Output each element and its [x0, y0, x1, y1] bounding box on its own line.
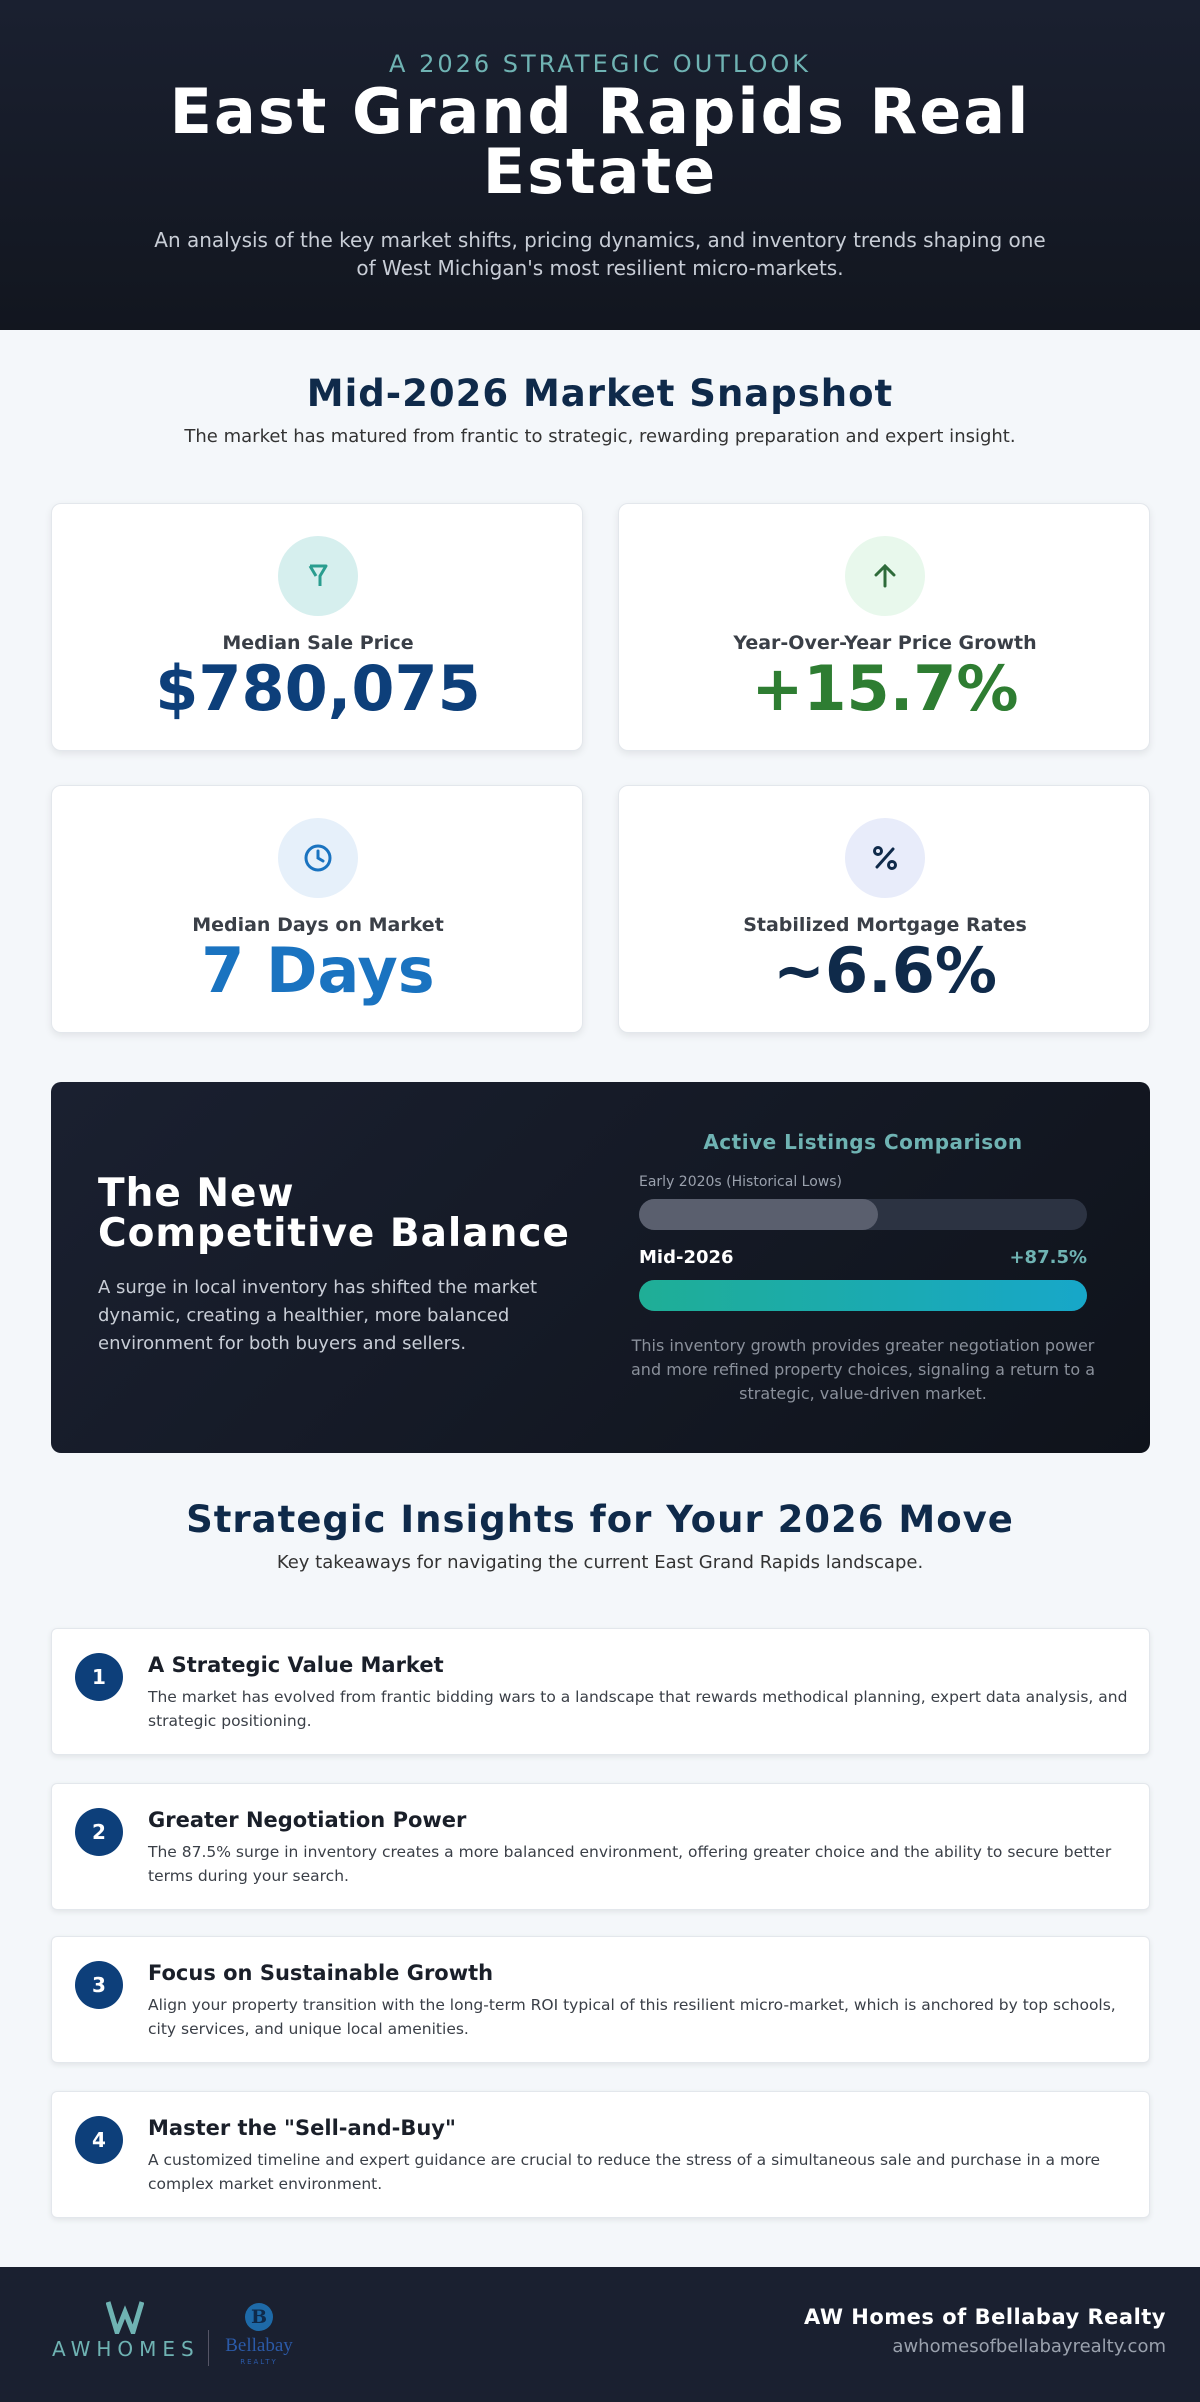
- stat-icon: [278, 818, 358, 898]
- stat-value: +15.7%: [751, 652, 1019, 725]
- balance-text: A surge in local inventory has shifted t…: [98, 1277, 538, 1354]
- section-title: Mid-2026 Market Snapshot: [306, 372, 894, 415]
- stat-label: Stabilized Mortgage Rates: [743, 914, 1027, 936]
- insight-title: Greater Negotiation Power: [148, 1808, 467, 1832]
- insight-card: 2 Greater Negotiation Power The 87.5% surg…: [51, 1783, 1150, 1910]
- insight-card: 3 Focus on Sustainable Growth Align your p…: [51, 1936, 1150, 2063]
- bar-track: [639, 1199, 1087, 1230]
- stat-card: Year-Over-Year Price Growth +15.7%: [618, 503, 1150, 751]
- insight-number: 2: [75, 1808, 123, 1856]
- before-label: Early 2020s (Historical Lows): [639, 1174, 842, 1190]
- comparison-note: This inventory growth provides greater n…: [631, 1336, 1095, 1403]
- section-subtitle: Key takeaways for navigating the current…: [276, 1552, 924, 1573]
- page-title: East Grand Rapids Real Estate: [169, 75, 1031, 208]
- insight-card: 4 Master the "Sell-and-Buy" A customized t…: [51, 2091, 1150, 2218]
- bar-after: [639, 1280, 1087, 1311]
- stat-value: $780,075: [155, 652, 481, 725]
- stat-icon: [845, 818, 925, 898]
- insight-title: A Strategic Value Market: [148, 1653, 444, 1677]
- website: awhomesofbellabayrealty.com: [892, 2336, 1166, 2357]
- insight-title: Focus on Sustainable Growth: [148, 1961, 494, 1985]
- after-label: Mid-2026: [639, 1247, 734, 1268]
- insight-text: A customized timeline and expert guidanc…: [148, 2151, 1101, 2193]
- footer: [0, 2267, 1200, 2402]
- change-label: +87.5%: [1009, 1247, 1087, 1268]
- bar-track: [639, 1280, 1087, 1311]
- header: [0, 0, 1200, 330]
- insight-card: 1 A Strategic Value Market The market has …: [51, 1628, 1150, 1755]
- insight-title: Master the "Sell-and-Buy": [148, 2116, 456, 2140]
- header-description: An analysis of the key market shifts, pr…: [154, 228, 1046, 280]
- stat-value: ~6.6%: [773, 934, 997, 1007]
- insight-number: 3: [75, 1961, 123, 2009]
- insight-number: 4: [75, 2116, 123, 2164]
- insight-text: The 87.5% surge in inventory creates a m…: [148, 1843, 1112, 1885]
- logo-mark: [106, 2301, 144, 2334]
- insight-text: Align your property transition with the …: [148, 1996, 1116, 2038]
- balance-title: The New Competitive Balance: [98, 1171, 570, 1256]
- bar-before: [639, 1199, 878, 1230]
- partner-name: Bellabay: [225, 2335, 293, 2356]
- balance-panel: [51, 1082, 1150, 1453]
- icon: [308, 564, 328, 586]
- insight-text: The market has evolved from frantic bidd…: [148, 1688, 1128, 1730]
- stat-label: Median Days on Market: [192, 914, 444, 936]
- insight-number: 1: [75, 1653, 123, 1701]
- company: AW Homes of Bellabay Realty: [804, 2305, 1166, 2329]
- icon: [873, 846, 897, 870]
- eyebrow: A 2026 STRATEGIC OUTLOOK: [389, 50, 811, 78]
- comparison-title: Active Listings Comparison: [703, 1130, 1023, 1154]
- stat-icon: [278, 536, 358, 616]
- icon: [304, 844, 332, 872]
- icon: [874, 563, 896, 588]
- stat-card: Stabilized Mortgage Rates ~6.6%: [618, 785, 1150, 1033]
- logo-divider: [208, 2330, 209, 2366]
- section-title: Strategic Insights for Your 2026 Move: [186, 1498, 1014, 1541]
- logo-brand: AWHOMES: [52, 2337, 200, 2361]
- partner-sub: REALTY: [240, 2358, 278, 2366]
- stat-card: Median Days on Market 7 Days: [51, 785, 583, 1033]
- stat-label: Year-Over-Year Price Growth: [733, 632, 1037, 654]
- partner-initial: B: [245, 2303, 273, 2331]
- stat-card: Median Sale Price $780,075: [51, 503, 583, 751]
- section-subtitle: The market has matured from frantic to s…: [184, 426, 1016, 447]
- stat-value: 7 Days: [201, 934, 435, 1007]
- stat-label: Median Sale Price: [222, 632, 414, 654]
- stat-icon: [845, 536, 925, 616]
